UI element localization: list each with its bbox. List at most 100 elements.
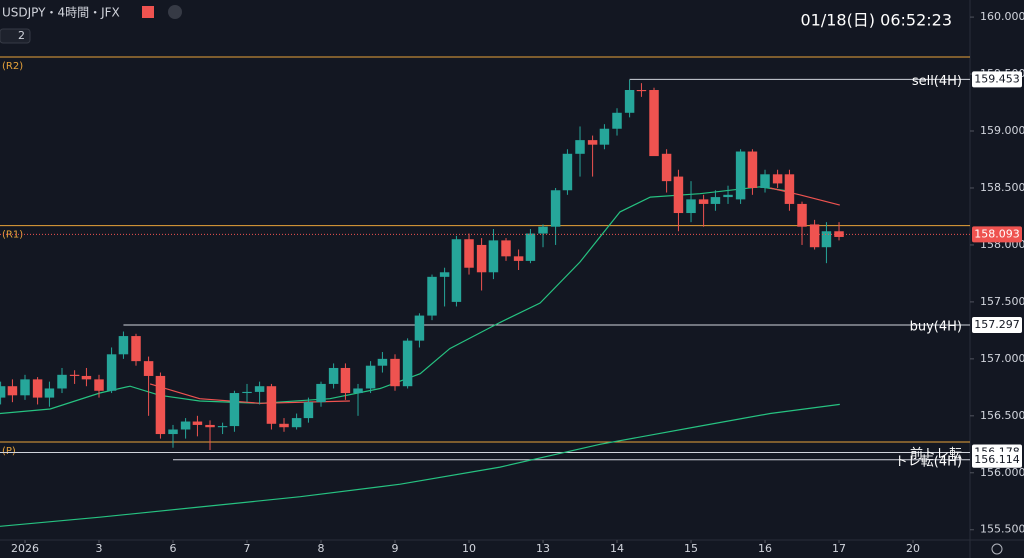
candle-body [0,386,6,398]
level-label: (R2) [2,61,23,72]
level-label: 前トレ転 [910,446,962,462]
candle-body [328,367,339,384]
candle-body [414,315,425,341]
x-tick-label: 15 [684,542,698,555]
x-tick-label: 6 [170,542,177,555]
settings-icon[interactable] [991,543,1003,555]
candle-body [316,383,326,403]
candle-body [390,358,400,387]
candle-body [353,388,363,394]
candle-body [686,199,696,214]
last-price-tag [972,226,1022,243]
candle-body [439,272,450,277]
candle-body [550,190,561,227]
x-tick-label: 13 [536,542,550,555]
y-tick-label: 155.500 [980,523,1024,536]
candle-body [291,418,302,428]
y-tick-label: 157.000 [980,352,1024,365]
level-label: トレ転(4H) [895,454,962,469]
candle-body [464,239,474,268]
candle-body [7,386,18,396]
x-tick-label: 7 [244,542,251,555]
candle-body [205,424,215,428]
y-tick-label: 156.500 [980,409,1024,422]
x-tick-label: 14 [610,542,624,555]
candle-body [365,365,376,389]
price-tag-label: 159.453 [974,72,1020,85]
candle-body [106,354,117,391]
candle-body [809,224,820,248]
candle-body [587,140,598,145]
candle-body [69,374,80,376]
x-tick-label: 10 [462,542,476,555]
moving-average [0,186,791,415]
candle-body [229,393,240,427]
candle-body [476,244,487,273]
y-tick-label: 158.500 [980,181,1024,194]
candle-body [266,386,277,424]
x-tick-label: 8 [318,542,325,555]
candle-body [538,226,548,234]
candle-body [636,90,647,92]
price-tag [972,71,1022,88]
candle-body [57,374,67,389]
x-tick-label: 17 [832,542,846,555]
candle-body [599,128,610,145]
candle-body [118,336,129,355]
candle-body [673,176,684,214]
candle-body [168,429,178,435]
datetime: 01/18(日) 06:52:23 [800,11,952,30]
indicator-count: 2 [18,29,25,42]
candle-body [575,140,585,154]
candle-body [254,386,265,392]
symbol-title: USDJPY・4時間・JFX [2,6,120,20]
candle-body [747,151,758,188]
x-tick-label: 16 [758,542,772,555]
price-tag [972,317,1022,334]
level-label: buy(4H) [910,320,962,335]
indicator-toggle[interactable] [0,28,31,44]
candle-body [525,233,536,261]
candle-body [192,421,203,425]
y-tick-label: 156.000 [980,466,1024,479]
candle-body [624,90,635,113]
candle-body [44,388,55,398]
candle-body [723,194,733,198]
y-tick-label: 160.000 [980,10,1024,23]
candle-body [710,197,721,204]
price-tag [972,451,1022,468]
candle-body [427,276,437,316]
candle-body [661,153,672,182]
last-price-label: 158.093 [974,227,1020,240]
x-tick-label: 9 [392,542,399,555]
y-tick-label: 157.500 [980,295,1024,308]
price-tag-label: 157.297 [974,318,1020,331]
candle-body [20,379,30,396]
x-tick-label: 3 [96,542,103,555]
candle-body [143,361,154,376]
collapse-button[interactable] [168,5,182,19]
candle-body [377,358,388,366]
x-tick-label: 2026 [11,542,39,555]
candle-body [821,231,832,248]
candle-body [402,340,413,387]
x-tick-label: 20 [906,542,920,555]
candle-body [131,336,141,362]
level-label: (P) [2,446,16,457]
candle-body [303,402,314,419]
candle-body [488,240,499,273]
candle-body [772,174,783,184]
candle-body [279,423,289,428]
candle-body [649,90,659,157]
level-label: (R1) [2,230,23,241]
candle-body [180,421,191,430]
flag-icon[interactable] [142,6,154,18]
candle-body [32,379,43,398]
candle-body [451,239,462,302]
candle-body [81,375,92,380]
moving-average [0,403,840,527]
candle-body [94,379,104,391]
candle-body [155,375,166,435]
